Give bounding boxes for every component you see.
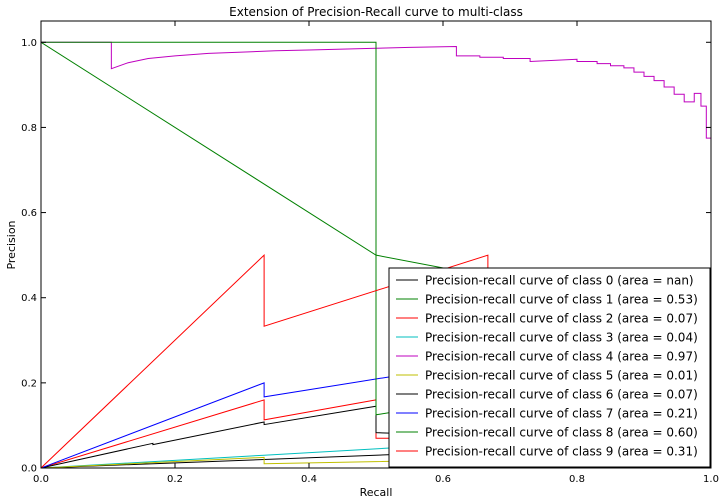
legend-label: Precision-recall curve of class 3 (area … <box>425 331 698 345</box>
y-tick-label: 0.6 <box>21 208 37 219</box>
legend-label: Precision-recall curve of class 7 (area … <box>425 407 698 421</box>
legend-label: Precision-recall curve of class 1 (area … <box>425 293 698 307</box>
y-tick-label: 0.2 <box>21 378 37 389</box>
x-tick-label: 0.2 <box>167 474 183 485</box>
x-tick-label: 1.0 <box>703 474 719 485</box>
x-tick-label: 0.0 <box>33 474 49 485</box>
legend-entries: Precision-recall curve of class 0 (area … <box>396 274 698 459</box>
legend-label: Precision-recall curve of class 8 (area … <box>425 426 698 440</box>
x-tick-label: 0.4 <box>301 474 317 485</box>
legend-label: Precision-recall curve of class 0 (area … <box>425 274 694 288</box>
legend-label: Precision-recall curve of class 9 (area … <box>425 445 698 459</box>
legend-box <box>388 267 711 468</box>
y-tick-label: 1.0 <box>21 38 37 49</box>
legend: Precision-recall curve of class 0 (area … <box>388 267 711 468</box>
series-line-class-4 <box>41 41 711 139</box>
x-axis-title: Recall <box>360 486 393 499</box>
series-line-class-6 <box>41 405 711 468</box>
chart-title: Extension of Precision-Recall curve to m… <box>229 5 523 19</box>
y-tick-label: 0.4 <box>21 293 37 304</box>
y-tick-label: 0.0 <box>21 464 37 475</box>
plot-frame <box>40 20 712 469</box>
legend-label: Precision-recall curve of class 5 (area … <box>425 369 698 383</box>
x-tick-label: 0.8 <box>569 474 585 485</box>
legend-label: Precision-recall curve of class 4 (area … <box>425 350 698 364</box>
y-axis-title: Precision <box>5 220 18 269</box>
legend-label: Precision-recall curve of class 6 (area … <box>425 388 698 402</box>
x-tick-label: 0.6 <box>435 474 451 485</box>
y-tick-label: 0.8 <box>21 123 37 134</box>
legend-label: Precision-recall curve of class 2 (area … <box>425 312 698 326</box>
